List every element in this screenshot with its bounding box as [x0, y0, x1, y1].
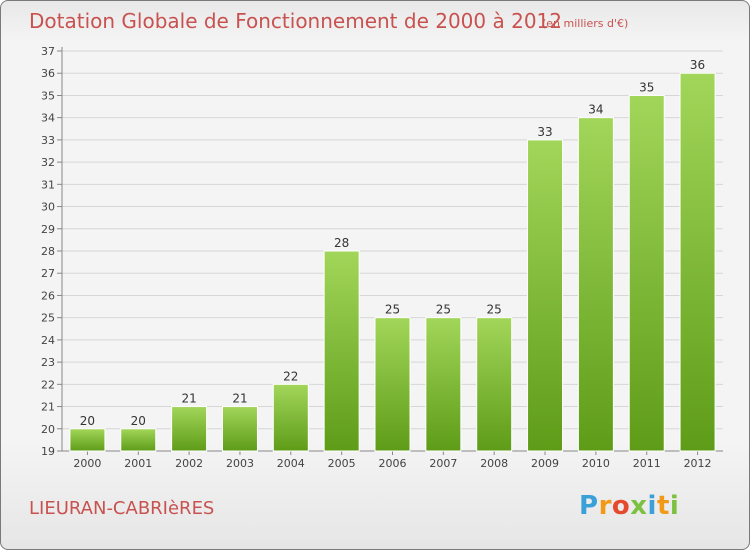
- y-tick-label: 32: [41, 156, 55, 169]
- x-tick-label: 2002: [175, 457, 203, 470]
- chart-subtitle: (en milliers d'€): [542, 17, 629, 30]
- bar: [69, 428, 106, 452]
- logo-letter: i: [647, 491, 657, 521]
- bar-value-label: 20: [80, 414, 95, 428]
- y-tick-label: 37: [41, 45, 55, 58]
- y-tick-label: 35: [41, 89, 55, 102]
- bars: [69, 72, 716, 452]
- x-tick-label: 2012: [684, 457, 712, 470]
- bar-value-label: 25: [487, 303, 502, 317]
- bar: [476, 317, 513, 452]
- bar: [425, 317, 462, 452]
- x-tick-label: 2010: [582, 457, 610, 470]
- logo-letter: x: [630, 491, 648, 521]
- y-tick-label: 36: [41, 67, 55, 80]
- x-tick-label: 2008: [480, 457, 508, 470]
- bar-value-label: 25: [436, 303, 451, 317]
- bar: [171, 406, 208, 452]
- y-tick-label: 20: [41, 423, 55, 436]
- y-tick-label: 34: [41, 112, 55, 125]
- bar-value-label: 35: [639, 80, 654, 94]
- x-tick-label: 2005: [328, 457, 356, 470]
- y-tick-label: 23: [41, 356, 55, 369]
- chart-title: Dotation Globale de Fonctionnement de 20…: [29, 9, 562, 33]
- x-tick-label: 2001: [124, 457, 152, 470]
- bar: [628, 94, 665, 452]
- x-tick-label: 2007: [429, 457, 457, 470]
- x-tick-label: 2006: [379, 457, 407, 470]
- logo-letter: P: [579, 491, 599, 521]
- bar-value-label: 33: [537, 125, 552, 139]
- proxiti-logo[interactable]: Proxiti: [579, 491, 679, 521]
- logo-letter: t: [656, 491, 670, 521]
- logo-letter: r: [598, 491, 612, 521]
- x-tick-label: 2009: [531, 457, 559, 470]
- bar-value-label: 28: [334, 236, 349, 250]
- y-tick-label: 24: [41, 334, 55, 347]
- x-tick-label: 2000: [73, 457, 101, 470]
- commune-name: LIEURAN-CABRIèRES: [29, 498, 215, 519]
- bar-value-label: 21: [232, 392, 247, 406]
- y-tick-label: 31: [41, 178, 55, 191]
- x-tick-label: 2003: [226, 457, 254, 470]
- y-tick-label: 26: [41, 289, 55, 302]
- logo-letter: o: [611, 491, 631, 521]
- bar: [374, 317, 411, 452]
- bar: [323, 250, 360, 452]
- bar: [221, 406, 258, 452]
- bar-value-label: 22: [283, 369, 298, 383]
- logo-letter: i: [669, 491, 680, 521]
- y-tick-label: 25: [41, 312, 55, 325]
- bar-value-label: 34: [588, 103, 603, 117]
- bar: [272, 383, 309, 452]
- bar: [527, 139, 564, 452]
- bar: [679, 72, 716, 452]
- y-tick-label: 21: [41, 401, 55, 414]
- axes: 19 20 21 22 23 24 25 26 27 28 29 30 31 32 33 34 35 36 37 20…: [41, 45, 723, 470]
- x-tick-label: 2011: [633, 457, 661, 470]
- bar-value-label: 25: [385, 303, 400, 317]
- x-tick-label: 2004: [277, 457, 305, 470]
- data-labels: 20 20 21 21 22 28 25 25 25 33 34 35 36: [80, 58, 705, 428]
- y-tick-label: 22: [41, 378, 55, 391]
- bar: [120, 428, 157, 452]
- y-tick-label: 27: [41, 267, 55, 280]
- bar-value-label: 21: [181, 392, 196, 406]
- bar: [577, 117, 614, 452]
- bar-value-label: 36: [690, 58, 705, 72]
- y-tick-label: 33: [41, 134, 55, 147]
- bar-value-label: 20: [131, 414, 146, 428]
- y-tick-label: 29: [41, 223, 55, 236]
- y-tick-label: 28: [41, 245, 55, 258]
- y-tick-label: 19: [41, 445, 55, 458]
- y-tick-label: 30: [41, 201, 55, 214]
